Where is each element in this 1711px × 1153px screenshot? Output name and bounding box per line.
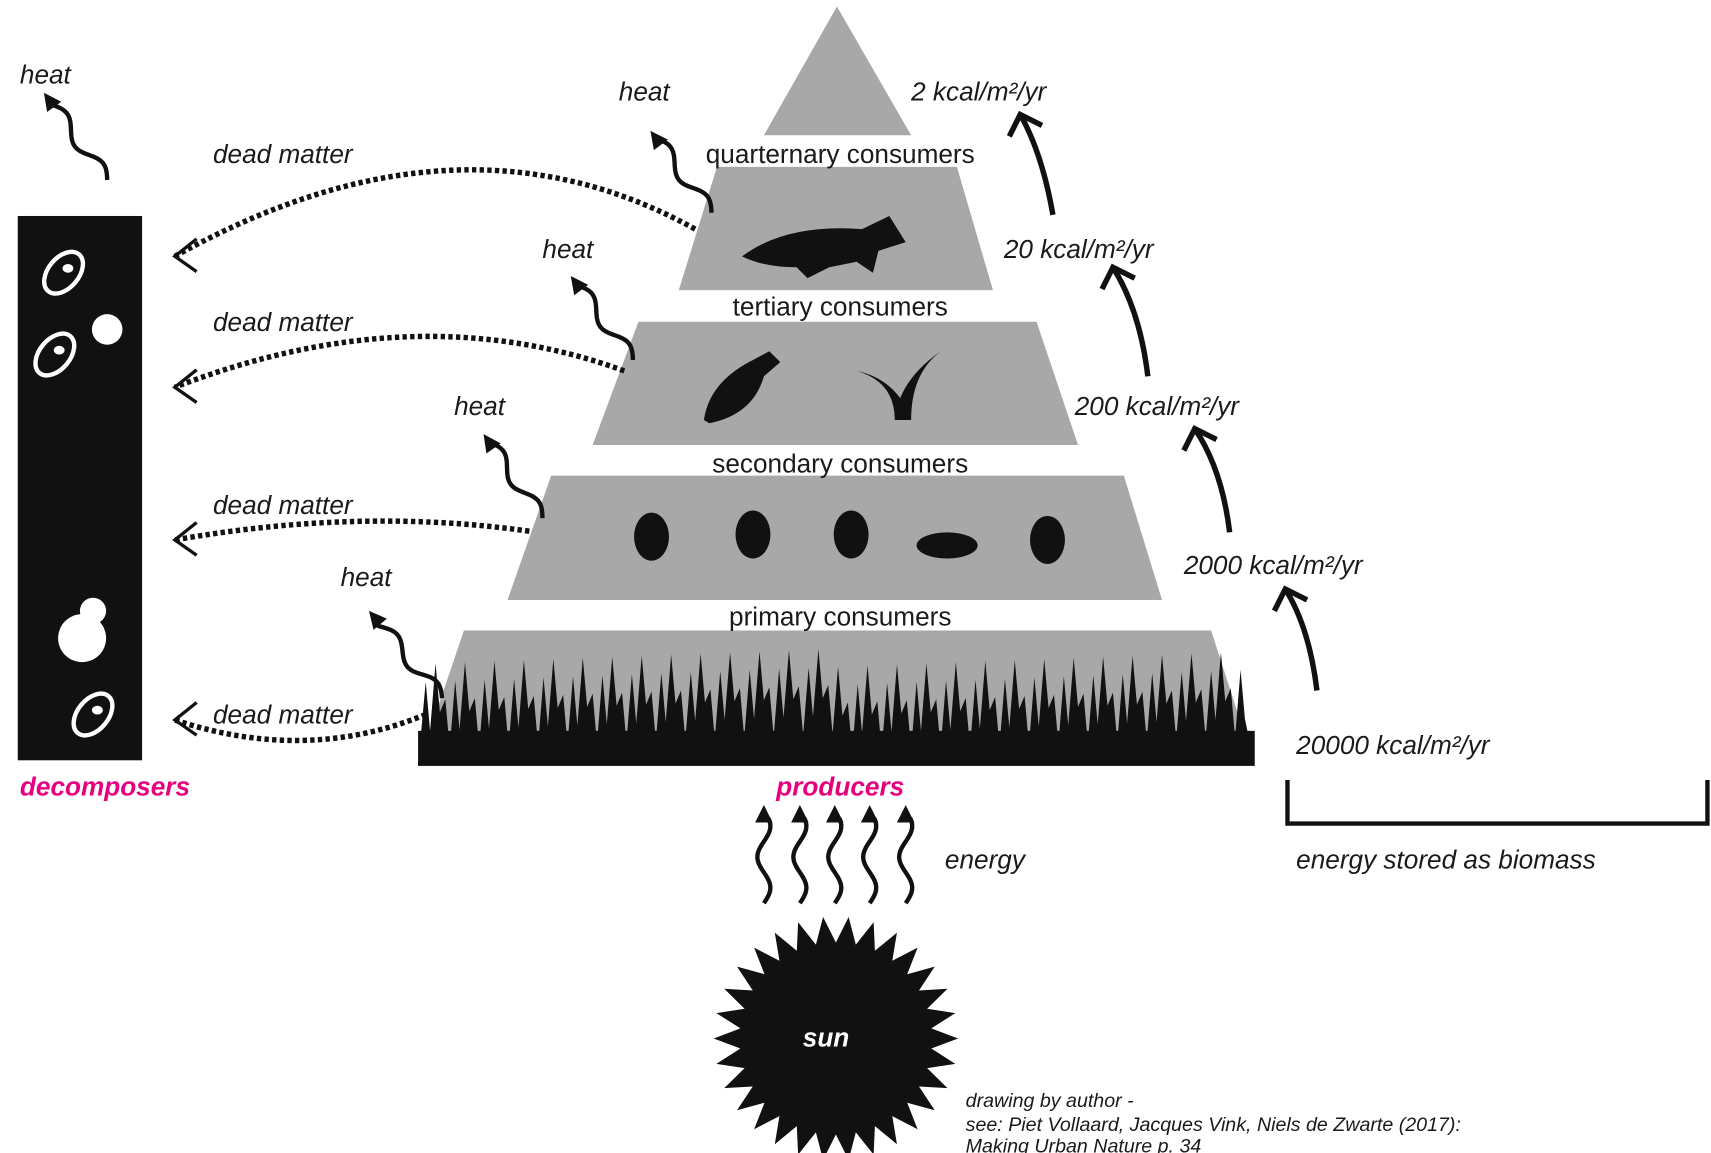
dead-matter-arrow-head <box>172 701 198 737</box>
heat-arrow-head <box>650 130 668 151</box>
energy-arrow-head <box>896 805 915 823</box>
dead-matter-label: dead matter <box>213 139 354 169</box>
pyramid-layer <box>592 321 1079 446</box>
level-label: primary consumers <box>729 601 951 631</box>
heat-label: heat <box>341 562 394 592</box>
heat-arrow-head <box>43 92 62 112</box>
dead-matter-arrow <box>174 518 530 543</box>
energy-flow-arrow-head <box>1181 425 1218 452</box>
energy-flow-arrow <box>1192 427 1233 533</box>
microbe-nucleus <box>62 263 74 273</box>
sun <box>713 916 959 1153</box>
credit-line: Making Urban Nature p. 34 <box>966 1136 1202 1153</box>
microbe <box>42 249 86 296</box>
energy-value: 2 kcal/m²/yr <box>910 77 1047 107</box>
heat-arrow-head <box>570 275 589 296</box>
energy-arrow <box>755 817 773 905</box>
heat-label: heat <box>454 391 507 421</box>
sun-label: sun <box>803 1022 850 1052</box>
insect <box>833 510 869 559</box>
insect <box>1030 515 1065 564</box>
energy-arrow <box>791 817 809 905</box>
fox <box>742 215 906 279</box>
dead-matter-arrow-head <box>172 237 198 273</box>
insect <box>634 512 669 561</box>
energy-arrow-head <box>860 805 879 823</box>
energy-arrow <box>826 817 844 905</box>
dead-matter-label: dead matter <box>213 490 354 520</box>
grass-base <box>418 730 1255 766</box>
energy-value: 20000 kcal/m²/yr <box>1295 730 1491 760</box>
microbe <box>71 691 115 738</box>
heat-label: heat <box>542 234 595 264</box>
credit-line: drawing by author - <box>966 1090 1134 1112</box>
energy-flow-arrow <box>1282 587 1320 691</box>
energy-arrow-head <box>826 805 844 823</box>
energy-flow-arrow <box>1017 113 1056 216</box>
producers-label: producers <box>775 772 904 802</box>
dead-matter-arrow <box>173 711 427 744</box>
particle <box>91 314 123 345</box>
level-label: quarternary consumers <box>706 139 975 169</box>
credit-line: see: Piet Vollaard, Jacques Vink, Niels … <box>966 1114 1461 1136</box>
biomass-label: energy stored as biomass <box>1296 845 1596 875</box>
microbe <box>33 331 77 378</box>
dead-matter-arrow <box>173 167 697 259</box>
level-label: tertiary consumers <box>733 292 948 322</box>
heat-arrow <box>53 103 110 181</box>
heat-arrow <box>492 442 545 519</box>
dead-matter-arrow-head <box>172 368 198 404</box>
energy-value: 2000 kcal/m²/yr <box>1183 550 1364 580</box>
particle <box>79 597 107 624</box>
insect <box>735 510 771 559</box>
energy-arrow <box>860 817 879 905</box>
heat-arrow-head <box>368 610 387 630</box>
dead-matter-label: dead matter <box>213 700 354 730</box>
energy-flow-arrow-head <box>1099 263 1136 291</box>
shapes <box>17 6 1710 1153</box>
energy-flow-arrow <box>1110 265 1151 377</box>
bat <box>856 349 944 420</box>
energy-value: 200 kcal/m²/yr <box>1074 391 1241 421</box>
energy-flow-arrow-head <box>1271 585 1309 613</box>
energy-arrow-head <box>791 805 809 823</box>
pyramid-layer <box>763 6 912 136</box>
decomposer-column <box>17 215 143 761</box>
dead-matter-arrow <box>173 333 626 390</box>
microbe-nucleus <box>53 345 65 355</box>
dead-matter-label: dead matter <box>213 307 354 337</box>
energy-arrow <box>896 817 915 905</box>
insect <box>916 532 978 559</box>
energy-flow-arrow-head <box>1006 110 1044 138</box>
decomposers-label: decomposers <box>20 772 190 802</box>
energy-arrow-head <box>755 805 773 823</box>
heat-label: heat <box>619 77 672 107</box>
bracket <box>1285 779 1710 826</box>
heat-arrow <box>659 138 714 213</box>
bird <box>703 351 781 424</box>
heat-arrow-head <box>483 434 501 454</box>
energy-label: energy <box>945 845 1027 875</box>
heat-arrow <box>581 285 636 361</box>
heat-arrow <box>375 623 445 699</box>
heat-label: heat <box>20 59 73 89</box>
particle <box>58 614 107 663</box>
level-label: secondary consumers <box>712 449 968 479</box>
dead-matter-arrow-head <box>172 521 198 557</box>
energy-value: 20 kcal/m²/yr <box>1003 234 1155 264</box>
microbe-nucleus <box>91 705 103 715</box>
